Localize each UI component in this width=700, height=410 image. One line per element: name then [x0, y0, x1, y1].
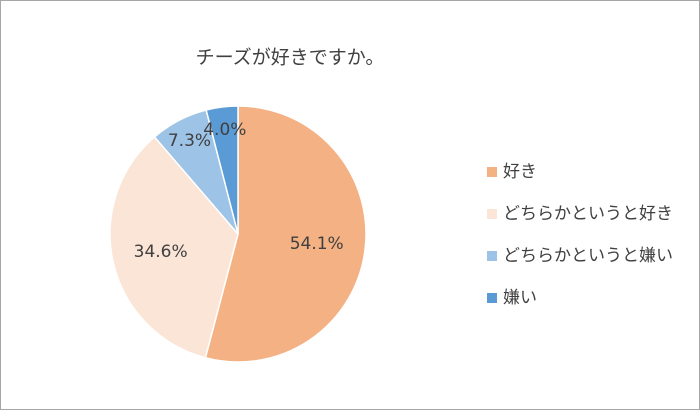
chart-title: チーズが好きですか。 [196, 47, 385, 69]
data-label: 4.0% [203, 120, 246, 140]
data-label: 7.3% [168, 131, 211, 151]
data-label: 54.1% [290, 234, 344, 254]
pie-slice [204, 105, 367, 363]
legend-label: どちらかというと好き [503, 204, 673, 224]
pie-slice [109, 135, 239, 359]
legend-label: 好き [503, 162, 537, 182]
legend-swatch [487, 209, 497, 219]
legend-swatch [487, 167, 497, 177]
pie-slice [205, 105, 239, 235]
legend-label: 嫌い [503, 288, 537, 308]
data-label: 34.6% [134, 242, 188, 262]
legend-swatch [487, 251, 497, 261]
legend-label: どちらかというと嫌い [503, 246, 673, 266]
legend-swatch [487, 293, 497, 303]
